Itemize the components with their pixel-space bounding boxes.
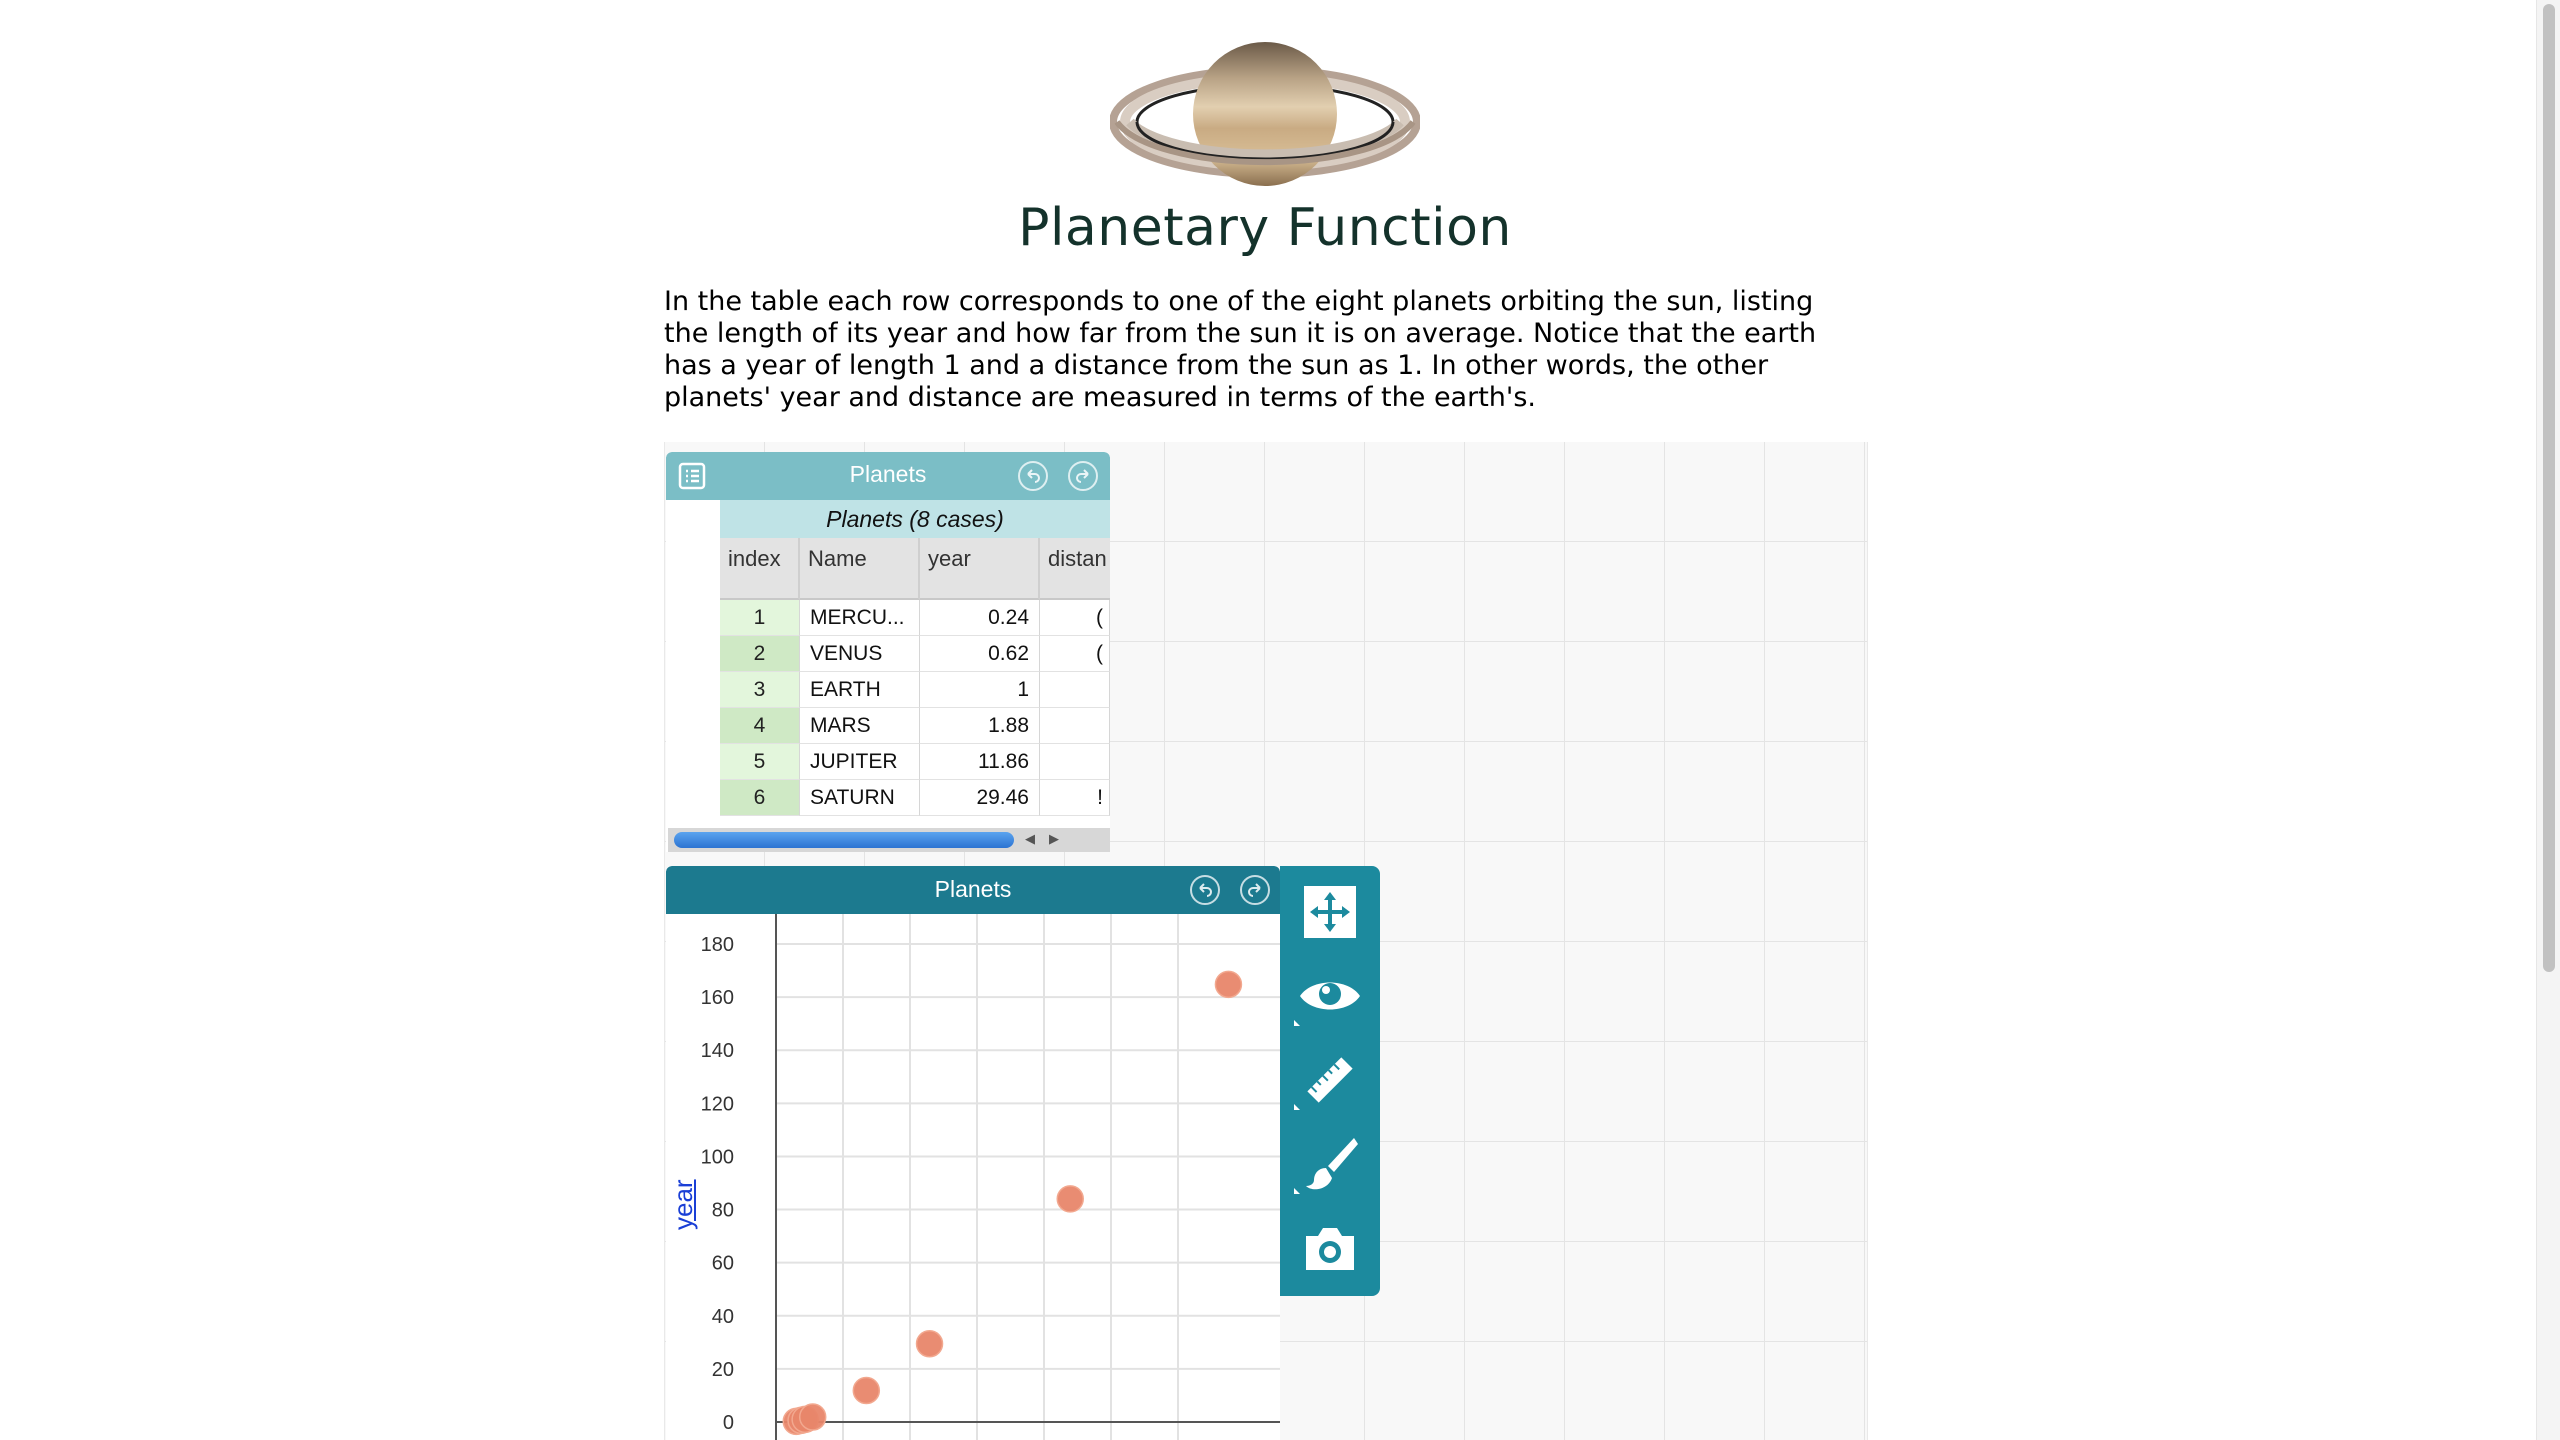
menu-corner-icon	[1294, 1020, 1300, 1026]
scroll-left-arrow-icon[interactable]: ◀	[1025, 832, 1035, 847]
column-header-name[interactable]: Name	[800, 538, 920, 600]
index-cell: 3	[720, 672, 800, 708]
graph-title: Planets	[934, 876, 1012, 902]
distance-cell[interactable]	[1040, 744, 1110, 780]
name-cell[interactable]: VENUS	[800, 636, 920, 672]
move-icon	[1304, 886, 1356, 938]
table-body: index Name year distan 1 MERCU... 0.24 (…	[666, 538, 1110, 828]
table-title: Planets	[849, 461, 927, 487]
table-row[interactable]: 6 SATURN 29.46 !	[720, 780, 1110, 816]
menu-corner-icon	[1294, 1104, 1300, 1110]
column-header-index[interactable]: index	[720, 538, 800, 600]
eye-icon	[1300, 982, 1360, 1010]
redo-button[interactable]	[1240, 875, 1270, 905]
index-cell: 4	[720, 708, 800, 744]
undo-icon	[1027, 469, 1040, 483]
redo-icon	[1076, 469, 1089, 483]
distance-cell[interactable]: !	[1040, 780, 1110, 816]
y-tick-label: 20	[712, 1359, 734, 1381]
name-cell[interactable]: JUPITER	[800, 744, 920, 780]
index-cell: 6	[720, 780, 800, 816]
table-horizontal-scrollbar[interactable]: ◀ ▶	[668, 828, 1110, 852]
y-tick-label: 180	[701, 934, 734, 956]
ruler-icon	[1307, 1057, 1353, 1103]
scroll-right-arrow-icon[interactable]: ▶	[1049, 832, 1059, 847]
undo-icon	[1199, 883, 1212, 897]
inspector-palette	[1280, 866, 1380, 1296]
planets-graph[interactable]: Planets 0 20 40 60 80 100 120 140 160 180	[666, 866, 1280, 1440]
intro-paragraph: In the table each row corresponds to one…	[664, 286, 1817, 413]
data-point[interactable]	[1056, 1185, 1084, 1213]
y-tick-label: 140	[701, 1040, 734, 1062]
y-tick-label: 0	[723, 1412, 734, 1434]
column-header-distance[interactable]: distan	[1040, 538, 1110, 600]
saturn-logo	[1110, 42, 1420, 186]
table-row[interactable]: 3 EARTH 1	[720, 672, 1110, 708]
distance-cell[interactable]: (	[1040, 600, 1110, 636]
page-scrollbar-thumb[interactable]	[2543, 4, 2555, 972]
table-row[interactable]: 5 JUPITER 11.86	[720, 744, 1110, 780]
page-scrollbar[interactable]	[2536, 0, 2560, 1440]
page-title: Planetary Function	[1018, 198, 1512, 258]
brush-icon	[1306, 1138, 1358, 1190]
y-tick-label: 100	[701, 1146, 734, 1168]
year-cell[interactable]: 29.46	[920, 780, 1040, 816]
data-point[interactable]	[1214, 970, 1243, 999]
camera-icon	[1306, 1228, 1354, 1270]
style-button[interactable]	[1294, 1132, 1362, 1196]
year-cell[interactable]: 0.62	[920, 636, 1040, 672]
year-cell[interactable]: 11.86	[920, 744, 1040, 780]
table-titlebar[interactable]: Planets	[666, 452, 1110, 500]
name-cell[interactable]: EARTH	[800, 672, 920, 708]
year-cell[interactable]: 0.24	[920, 600, 1040, 636]
column-header-year[interactable]: year	[920, 538, 1040, 600]
undo-button[interactable]	[1190, 875, 1220, 905]
y-axis-label[interactable]: year	[668, 1179, 698, 1230]
undo-button[interactable]	[1018, 461, 1048, 491]
y-tick-label: 160	[701, 987, 734, 1009]
table-left-strip	[666, 538, 720, 828]
planets-table[interactable]: Planets Planets (8 cases) index Name yea…	[666, 452, 1110, 852]
data-point[interactable]	[852, 1376, 881, 1405]
y-tick-label: 120	[701, 1093, 734, 1115]
distance-cell[interactable]: (	[1040, 636, 1110, 672]
case-count-header: Planets (8 cases)	[720, 500, 1110, 538]
rescale-button[interactable]	[1298, 880, 1362, 944]
redo-button[interactable]	[1068, 461, 1098, 491]
name-cell[interactable]: MERCU...	[800, 600, 920, 636]
data-point[interactable]	[915, 1330, 944, 1358]
measure-button[interactable]	[1294, 1048, 1362, 1112]
y-tick-label: 80	[712, 1200, 734, 1222]
year-cell[interactable]: 1.88	[920, 708, 1040, 744]
name-cell[interactable]: SATURN	[800, 780, 920, 816]
y-tick-label: 60	[712, 1253, 734, 1275]
distance-cell[interactable]	[1040, 708, 1110, 744]
index-cell: 1	[720, 600, 800, 636]
data-point[interactable]	[798, 1403, 827, 1431]
hide-show-button[interactable]	[1294, 964, 1362, 1028]
graph-titlebar[interactable]: Planets	[666, 866, 1280, 914]
y-tick-label: 40	[712, 1306, 734, 1328]
year-cell[interactable]: 1	[920, 672, 1040, 708]
redo-icon	[1248, 883, 1261, 897]
menu-corner-icon	[1294, 1188, 1300, 1194]
scrollbar-thumb[interactable]	[674, 832, 1014, 848]
index-cell: 2	[720, 636, 800, 672]
table-row[interactable]: 4 MARS 1.88	[720, 708, 1110, 744]
distance-cell[interactable]	[1040, 672, 1110, 708]
index-cell: 5	[720, 744, 800, 780]
scatter-plot[interactable]: 0 20 40 60 80 100 120 140 160 180	[666, 914, 1280, 1440]
table-row[interactable]: 2 VENUS 0.62 (	[720, 636, 1110, 672]
table-row[interactable]: 1 MERCU... 0.24 (	[720, 600, 1110, 636]
name-cell[interactable]: MARS	[800, 708, 920, 744]
table-icon[interactable]	[678, 462, 706, 490]
camera-button[interactable]	[1298, 1216, 1362, 1280]
